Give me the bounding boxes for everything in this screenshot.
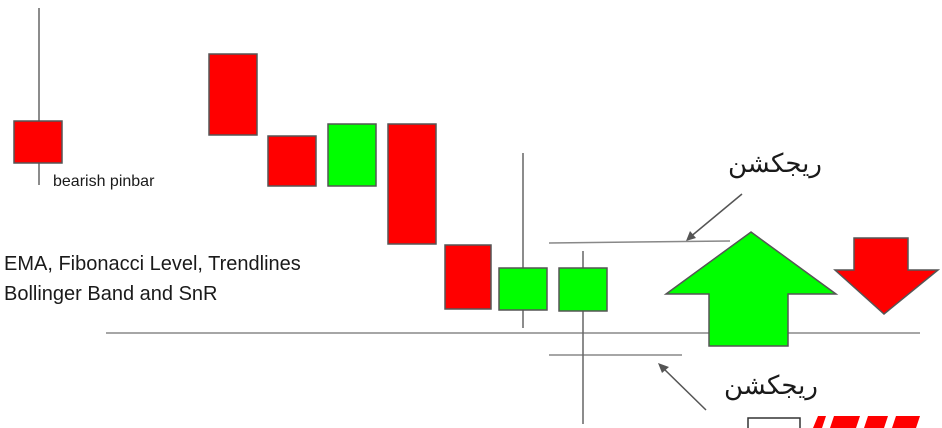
pinbar-label: bearish pinbar <box>53 173 155 190</box>
candles <box>13 8 608 424</box>
rejection-label-top: ریجکشن <box>728 148 822 178</box>
pointer-arrow-icon <box>661 366 707 411</box>
arrowhead <box>658 363 669 373</box>
bearish-candle <box>267 135 317 187</box>
indicators-label: EMA, Fibonacci Level, Trendlines Bolling… <box>4 249 424 309</box>
upper-rejection-line <box>548 240 731 244</box>
bearish-candle <box>444 244 492 310</box>
bearish-candle <box>13 120 63 164</box>
pointer-arrow-icon <box>688 193 743 239</box>
up-arrow-icon <box>663 231 839 347</box>
bearish-candle <box>208 53 258 136</box>
logo-mark <box>813 416 920 428</box>
bullish-candle <box>558 267 608 312</box>
bullish-candle <box>327 123 377 187</box>
bearish-candle <box>387 123 437 245</box>
pointer-arrows <box>658 193 743 411</box>
bullish-candle <box>498 267 548 311</box>
down-arrow-icon <box>833 237 941 315</box>
direction-arrows <box>663 231 941 347</box>
logo-fragment <box>747 416 920 428</box>
arrowhead <box>686 231 696 241</box>
indicators-line-2: Bollinger Band and SnR <box>4 283 218 305</box>
indicators-line-1: EMA, Fibonacci Level, Trendlines <box>4 253 301 275</box>
logo-icon <box>747 417 801 428</box>
rejection-label-bottom: ریجکشن <box>724 370 818 400</box>
